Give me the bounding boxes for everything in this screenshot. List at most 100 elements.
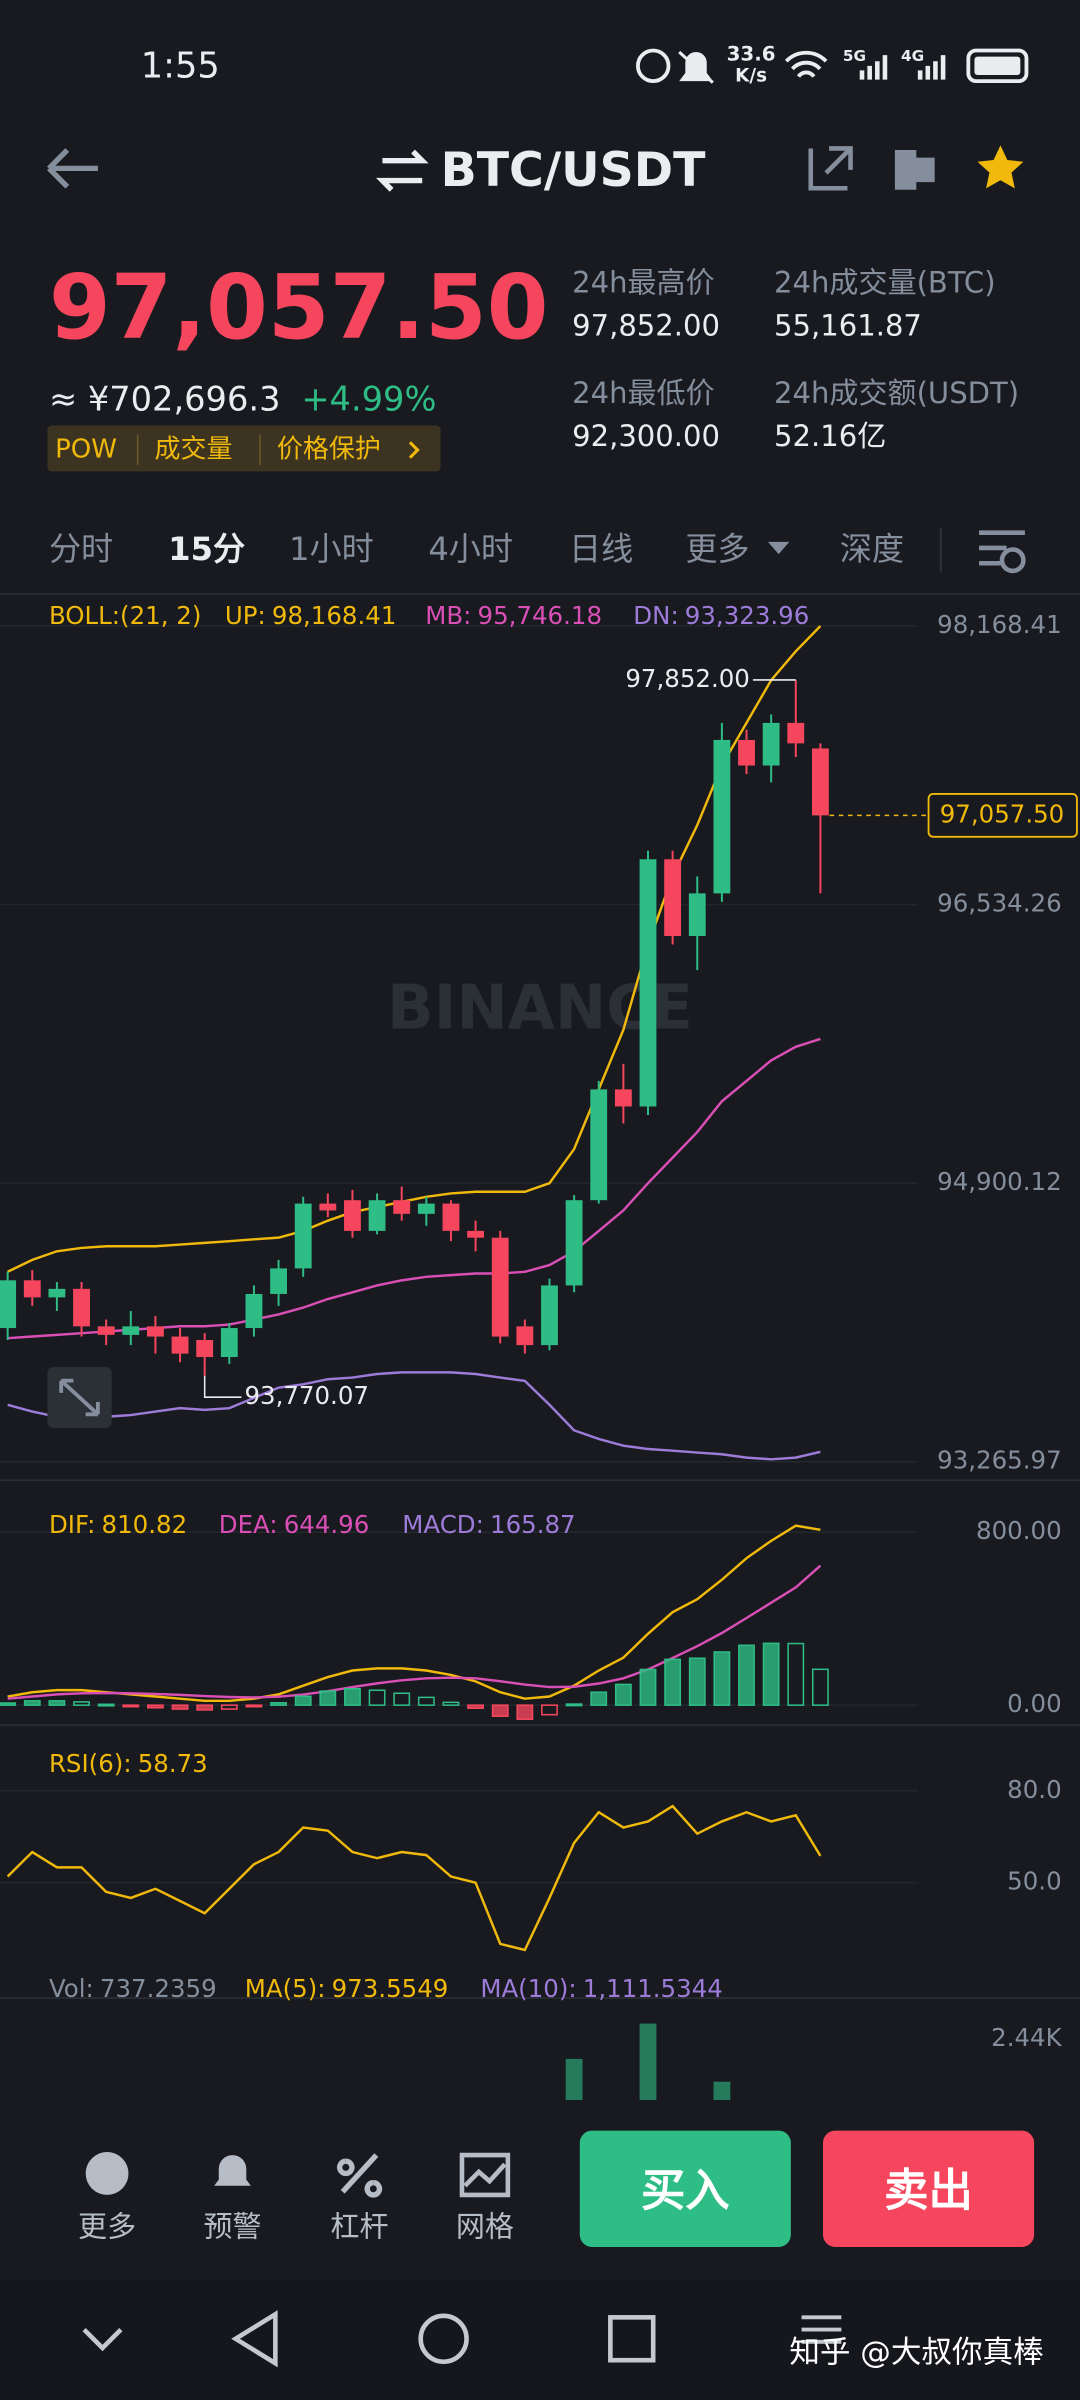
macd-bar bbox=[196, 1704, 214, 1711]
candle-body bbox=[417, 1203, 435, 1214]
mute-icon bbox=[678, 50, 714, 84]
action-label[interactable]: 更多 bbox=[78, 2210, 136, 2244]
grid-icon[interactable] bbox=[459, 2152, 511, 2198]
more-icon[interactable] bbox=[85, 2152, 129, 2195]
macd-bar bbox=[0, 1702, 17, 1706]
sell-label[interactable]: 卖出 bbox=[884, 2165, 973, 2216]
legend-value: 93,323.96 bbox=[685, 601, 809, 630]
macd-bar bbox=[442, 1701, 460, 1706]
favorite-star[interactable] bbox=[977, 145, 1024, 189]
y-tick-label: 98,168.41 bbox=[937, 610, 1061, 639]
switch-pair-icon[interactable] bbox=[375, 149, 429, 192]
candle-body bbox=[762, 722, 780, 766]
y-tick-label: 2.44K bbox=[991, 2023, 1062, 2052]
legend-item: UP: 98,168.41 bbox=[225, 601, 397, 630]
margin-icon[interactable] bbox=[337, 2153, 383, 2198]
candle-body bbox=[368, 1200, 386, 1231]
nav-home[interactable] bbox=[418, 2313, 469, 2365]
action-label[interactable]: 杠杆 bbox=[330, 2210, 388, 2244]
tag[interactable]: 成交量 bbox=[155, 434, 233, 464]
interval-tab[interactable]: 日线 bbox=[569, 530, 633, 568]
candle-body bbox=[196, 1339, 214, 1358]
tag-chevron bbox=[408, 441, 420, 459]
tag-separator bbox=[136, 434, 261, 466]
macd-bar bbox=[516, 1704, 534, 1720]
legend-value: 58.73 bbox=[138, 1749, 208, 1778]
macd-bar bbox=[393, 1692, 411, 1706]
legend-value: 644.96 bbox=[284, 1510, 370, 1539]
alert-icon[interactable] bbox=[214, 2155, 251, 2186]
ticker: 97,057.50 ≈ ¥702,696.3 +4.99% POW 成交量 价格… bbox=[47, 256, 1019, 472]
candle-body bbox=[516, 1326, 534, 1346]
indicator-line bbox=[7, 1524, 821, 1703]
nav-menu[interactable] bbox=[801, 2315, 842, 2344]
candle-body bbox=[48, 1288, 66, 1298]
pair-title[interactable]: BTC/USDT bbox=[441, 143, 707, 198]
stat-value: 92,300.00 bbox=[572, 419, 720, 453]
nav-recents[interactable] bbox=[608, 2315, 656, 2363]
tag[interactable]: POW bbox=[55, 434, 117, 464]
candle-body bbox=[294, 1203, 312, 1269]
net-speed-unit: K/s bbox=[735, 66, 767, 87]
legend-value: 95,746.18 bbox=[478, 601, 602, 630]
candle-body bbox=[738, 739, 755, 766]
legend-item: MACD: 165.87 bbox=[402, 1510, 575, 1539]
candle-body bbox=[713, 739, 731, 894]
candle-body bbox=[811, 748, 829, 816]
candle-body bbox=[344, 1200, 361, 1231]
last-price-label: 97,057.50 bbox=[940, 799, 1064, 828]
candle-body bbox=[270, 1268, 287, 1294]
macd-bar bbox=[147, 1704, 164, 1709]
macd-bar bbox=[565, 1703, 583, 1707]
nav-collapse[interactable] bbox=[82, 2327, 123, 2352]
macd-bar bbox=[738, 1644, 755, 1706]
y-tick-label: 0.00 bbox=[1007, 1689, 1061, 1718]
legend-name: Vol: bbox=[49, 1974, 94, 2003]
last-price-tag bbox=[927, 793, 1078, 838]
buy-button[interactable] bbox=[579, 2130, 791, 2247]
candle-body bbox=[97, 1326, 115, 1335]
chart-settings-icon[interactable] bbox=[979, 530, 1025, 566]
macd-bar bbox=[417, 1696, 435, 1706]
legend-item: RSI(6): 58.73 bbox=[49, 1749, 208, 1778]
buy-label[interactable]: 买入 bbox=[641, 2165, 730, 2216]
interval-tab[interactable]: 4小时 bbox=[428, 530, 513, 568]
interval-tab[interactable]: 分时 bbox=[49, 530, 113, 568]
nav-back[interactable] bbox=[231, 2310, 278, 2368]
battery-level bbox=[974, 56, 1021, 75]
last-price: 97,057.50 bbox=[49, 256, 549, 359]
low-marker-line bbox=[203, 1375, 242, 1398]
low-marker-label: 93,770.07 bbox=[244, 1381, 368, 1410]
legend-value: 737.2359 bbox=[100, 1974, 217, 2003]
legend-value: 165.87 bbox=[490, 1510, 576, 1539]
interval-tab[interactable]: 深度 bbox=[840, 530, 904, 568]
indicator-title: BOLL:(21, 2) bbox=[49, 601, 201, 630]
fullscreen-icon[interactable] bbox=[59, 1378, 100, 1417]
y-tick-label: 96,534.26 bbox=[937, 889, 1061, 918]
candle-body bbox=[220, 1328, 238, 1358]
share-icon[interactable] bbox=[808, 146, 853, 191]
chart-settings-gear[interactable] bbox=[999, 547, 1026, 574]
signal-2 bbox=[917, 55, 946, 80]
y-tick-label: 93,265.97 bbox=[937, 1446, 1061, 1475]
tag[interactable]: 价格保护 bbox=[277, 434, 381, 464]
sell-button[interactable] bbox=[823, 2130, 1035, 2247]
candle-body bbox=[565, 1200, 583, 1286]
macd-bar bbox=[171, 1704, 189, 1710]
candle-body bbox=[787, 722, 805, 744]
stat-label: 24h成交额(USDT) bbox=[774, 376, 1019, 410]
action-label[interactable]: 网格 bbox=[456, 2210, 514, 2244]
action-label[interactable]: 预警 bbox=[203, 2210, 261, 2244]
compare-icon[interactable] bbox=[894, 150, 935, 190]
legend-name: MA(5): bbox=[245, 1974, 326, 2003]
back-button[interactable] bbox=[47, 148, 98, 189]
clock: 1:55 bbox=[141, 45, 220, 86]
macd-bar bbox=[344, 1687, 361, 1706]
header: BTC/USDT bbox=[47, 143, 1024, 198]
macd-bar bbox=[368, 1689, 386, 1706]
interval-tab[interactable]: 更多 bbox=[685, 530, 749, 568]
interval-tab[interactable]: 1小时 bbox=[289, 530, 374, 568]
interval-tab[interactable]: 15分 bbox=[168, 530, 245, 568]
